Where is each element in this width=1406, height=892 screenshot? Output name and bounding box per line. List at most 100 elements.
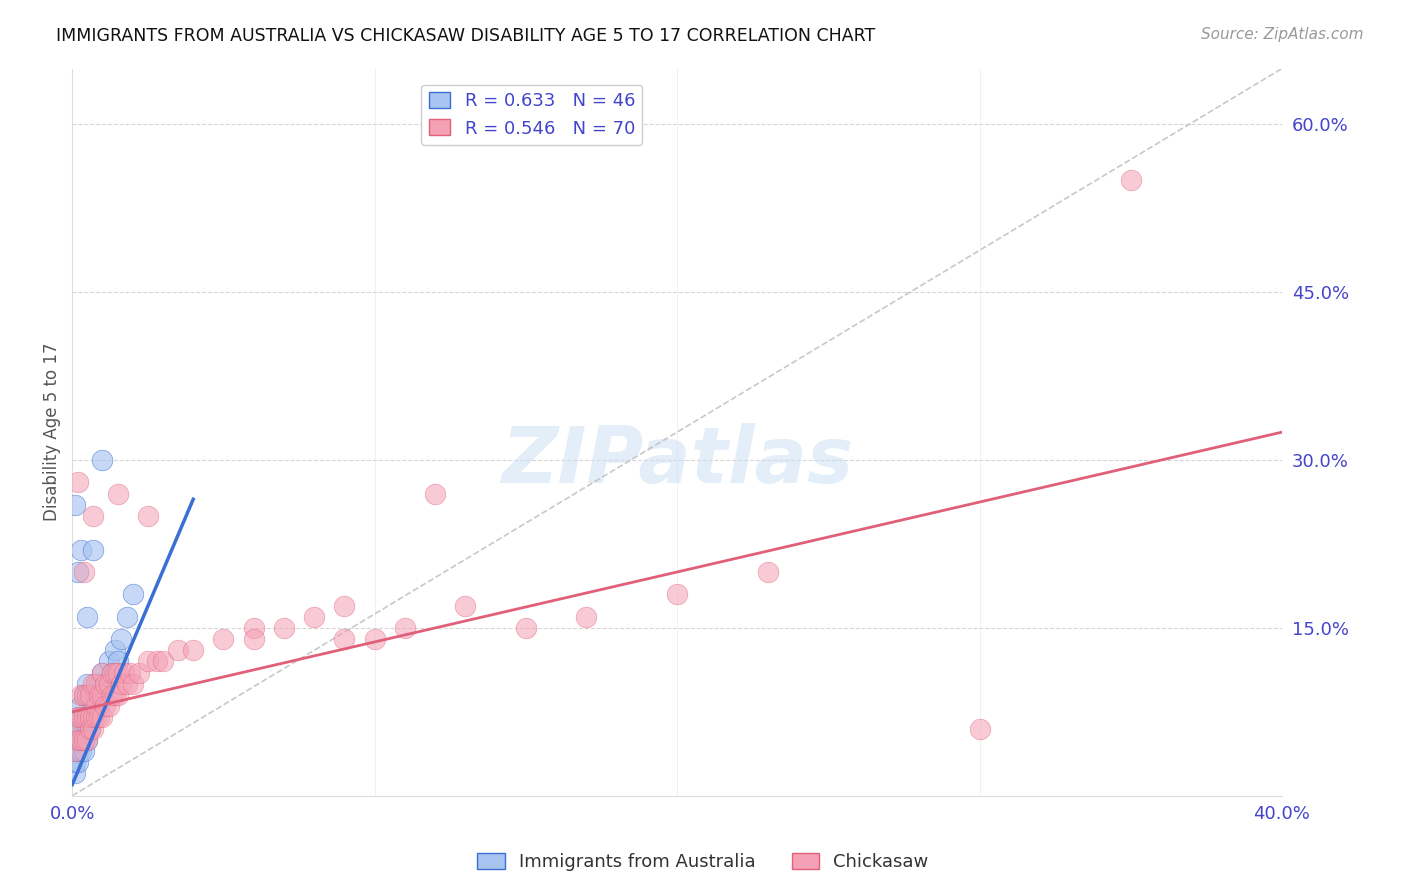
Point	[70, 542, 93, 557]
Point	[73, 722, 96, 736]
Point	[107, 655, 129, 669]
Point	[100, 665, 122, 680]
Point	[97, 677, 120, 691]
Point	[86, 677, 108, 691]
Point	[146, 655, 169, 669]
Text: ZIPatlas: ZIPatlas	[501, 423, 853, 500]
Point	[969, 722, 991, 736]
Legend: Immigrants from Australia, Chickasaw: Immigrants from Australia, Chickasaw	[470, 846, 936, 879]
Point	[454, 599, 477, 613]
Text: Source: ZipAtlas.com: Source: ZipAtlas.com	[1201, 27, 1364, 42]
Point	[273, 621, 295, 635]
Point	[121, 677, 143, 691]
Point	[86, 688, 108, 702]
Point	[97, 699, 120, 714]
Point	[67, 710, 90, 724]
Point	[110, 632, 132, 647]
Point	[107, 688, 129, 702]
Point	[76, 609, 98, 624]
Point	[89, 699, 111, 714]
Text: IMMIGRANTS FROM AUSTRALIA VS CHICKASAW DISABILITY AGE 5 TO 17 CORRELATION CHART: IMMIGRANTS FROM AUSTRALIA VS CHICKASAW D…	[56, 27, 876, 45]
Point	[118, 665, 141, 680]
Point	[91, 665, 114, 680]
Point	[515, 621, 537, 635]
Point	[76, 732, 98, 747]
Point	[65, 732, 87, 747]
Point	[65, 722, 87, 736]
Point	[100, 688, 122, 702]
Point	[394, 621, 416, 635]
Point	[65, 755, 87, 769]
Point	[67, 732, 90, 747]
Point	[65, 744, 87, 758]
Point	[136, 655, 159, 669]
Point	[73, 565, 96, 579]
Point	[82, 677, 104, 691]
Point	[79, 688, 101, 702]
Point	[363, 632, 385, 647]
Point	[94, 677, 117, 691]
Point	[73, 710, 96, 724]
Point	[82, 542, 104, 557]
Point	[79, 710, 101, 724]
Point	[110, 677, 132, 691]
Point	[97, 655, 120, 669]
Point	[79, 710, 101, 724]
Point	[70, 744, 93, 758]
Point	[103, 665, 125, 680]
Point	[76, 732, 98, 747]
Point	[107, 486, 129, 500]
Point	[70, 699, 93, 714]
Point	[67, 744, 90, 758]
Point	[121, 587, 143, 601]
Point	[65, 498, 87, 512]
Point	[756, 565, 779, 579]
Point	[666, 587, 689, 601]
Point	[94, 699, 117, 714]
Point	[103, 688, 125, 702]
Point	[82, 699, 104, 714]
Point	[181, 643, 204, 657]
Point	[91, 688, 114, 702]
Point	[82, 722, 104, 736]
Point	[70, 710, 93, 724]
Point	[212, 632, 235, 647]
Point	[136, 509, 159, 524]
Point	[73, 732, 96, 747]
Point	[76, 710, 98, 724]
Point	[82, 509, 104, 524]
Point	[76, 710, 98, 724]
Point	[89, 688, 111, 702]
Point	[128, 665, 150, 680]
Point	[73, 688, 96, 702]
Point	[70, 688, 93, 702]
Point	[423, 486, 446, 500]
Point	[76, 688, 98, 702]
Point	[82, 710, 104, 724]
Point	[73, 744, 96, 758]
Point	[67, 732, 90, 747]
Point	[67, 565, 90, 579]
Point	[67, 475, 90, 490]
Point	[73, 688, 96, 702]
Point	[79, 722, 101, 736]
Point	[115, 677, 138, 691]
Point	[1119, 173, 1142, 187]
Point	[302, 609, 325, 624]
Point	[112, 665, 135, 680]
Point	[107, 665, 129, 680]
Point	[103, 643, 125, 657]
Point	[67, 755, 90, 769]
Y-axis label: Disability Age 5 to 17: Disability Age 5 to 17	[44, 343, 60, 522]
Point	[242, 632, 264, 647]
Point	[65, 766, 87, 780]
Point	[100, 665, 122, 680]
Point	[333, 599, 356, 613]
Point	[91, 688, 114, 702]
Point	[82, 710, 104, 724]
Point	[91, 665, 114, 680]
Point	[65, 722, 87, 736]
Point	[65, 744, 87, 758]
Point	[70, 732, 93, 747]
Point	[67, 710, 90, 724]
